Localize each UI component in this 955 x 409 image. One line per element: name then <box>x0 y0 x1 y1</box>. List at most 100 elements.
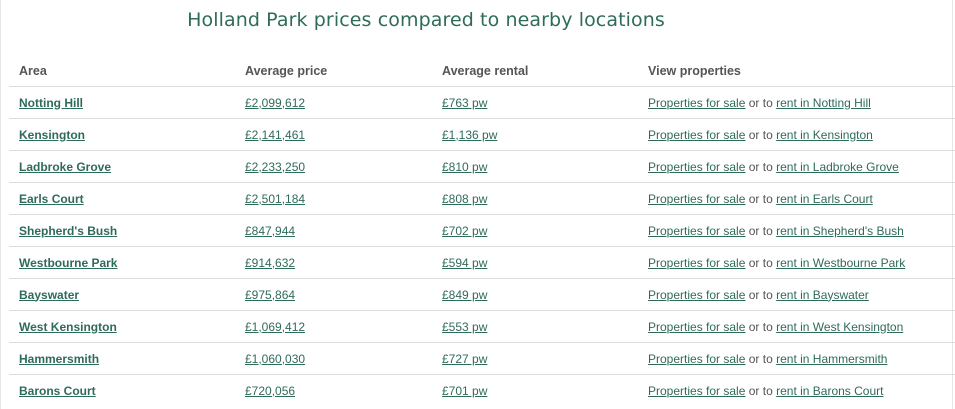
rent-in-area-link[interactable]: rent in Kensington <box>776 127 873 142</box>
rental-cell: £594 pw <box>432 246 638 279</box>
average-price-link[interactable]: £1,069,412 <box>245 319 306 334</box>
rental-cell: £763 pw <box>432 86 638 119</box>
average-price-link[interactable]: £720,056 <box>245 383 296 398</box>
rental-cell: £849 pw <box>432 278 638 311</box>
area-link[interactable]: West Kensington <box>19 319 117 334</box>
header-average-rental: Average rental <box>432 56 638 87</box>
table-row: Notting Hill £2,099,612 £763 pw Properties … <box>9 86 955 119</box>
header-view-properties: View properties <box>638 56 955 87</box>
view-properties-cell: Properties for sale or to rent in Ladbro… <box>638 150 955 183</box>
area-cell: Hammersmith <box>9 342 235 375</box>
view-properties-cell: Properties for sale or to rent in Nottin… <box>638 86 955 119</box>
area-link[interactable]: Shepherd's Bush <box>19 223 118 238</box>
table-row: Hammersmith £1,060,030 £727 pw Properties f… <box>9 342 955 375</box>
properties-for-sale-link[interactable]: Properties for sale <box>648 191 746 206</box>
average-rental-link[interactable]: £594 pw <box>442 255 488 270</box>
table-row: Westbourne Park £914,632 £594 pw Properties… <box>9 246 955 279</box>
rental-cell: £810 pw <box>432 150 638 183</box>
average-price-link[interactable]: £914,632 <box>245 255 296 270</box>
average-rental-link[interactable]: £810 pw <box>442 159 488 174</box>
price-cell: £2,141,461 <box>235 118 432 151</box>
table-row: West Kensington £1,069,412 £553 pw Properti… <box>9 310 955 343</box>
area-cell: Ladbroke Grove <box>9 150 235 183</box>
properties-for-sale-link[interactable]: Properties for sale <box>648 287 746 302</box>
table-row: Shepherd's Bush £847,944 £702 pw Properties… <box>9 214 955 247</box>
table-row: Kensington £2,141,461 £1,136 pw Properties … <box>9 118 955 151</box>
connector-text: or to <box>748 319 773 334</box>
rent-in-area-link[interactable]: rent in Bayswater <box>776 287 869 302</box>
area-link[interactable]: Notting Hill <box>19 95 83 110</box>
rent-in-area-link[interactable]: rent in Notting Hill <box>776 95 871 110</box>
area-link[interactable]: Ladbroke Grove <box>19 159 112 174</box>
view-properties-cell: Properties for sale or to rent in Barons… <box>638 375 955 407</box>
table-row: Ladbroke Grove £2,233,250 £810 pw Propertie… <box>9 150 955 183</box>
price-cell: £914,632 <box>235 246 432 279</box>
rental-cell: £1,136 pw <box>432 118 638 151</box>
price-cell: £2,501,184 <box>235 182 432 215</box>
properties-for-sale-link[interactable]: Properties for sale <box>648 159 746 174</box>
rent-in-area-link[interactable]: rent in Barons Court <box>776 383 884 398</box>
average-price-link[interactable]: £2,501,184 <box>245 191 306 206</box>
average-rental-link[interactable]: £701 pw <box>442 383 488 398</box>
area-link[interactable]: Earls Court <box>19 191 84 206</box>
price-cell: £2,099,612 <box>235 86 432 119</box>
area-cell: Kensington <box>9 118 235 151</box>
connector-text: or to <box>748 159 773 174</box>
rent-in-area-link[interactable]: rent in Shepherd's Bush <box>776 223 904 238</box>
rental-cell: £727 pw <box>432 342 638 375</box>
table-row: Barons Court £720,056 £701 pw Properties fo… <box>9 375 955 407</box>
view-properties-cell: Properties for sale or to rent in West K… <box>638 310 955 343</box>
rental-cell: £702 pw <box>432 214 638 247</box>
area-link[interactable]: Kensington <box>19 127 85 142</box>
area-link[interactable]: Bayswater <box>19 287 80 302</box>
area-link[interactable]: Barons Court <box>19 383 96 398</box>
average-price-link[interactable]: £975,864 <box>245 287 296 302</box>
average-price-link[interactable]: £2,233,250 <box>245 159 306 174</box>
price-cell: £1,069,412 <box>235 310 432 343</box>
view-properties-cell: Properties for sale or to rent in Kensin… <box>638 118 955 151</box>
average-rental-link[interactable]: £553 pw <box>442 319 488 334</box>
rent-in-area-link[interactable]: rent in West Kensington <box>776 319 904 334</box>
price-cell: £1,060,030 <box>235 342 432 375</box>
average-price-link[interactable]: £2,141,461 <box>245 127 306 142</box>
average-rental-link[interactable]: £702 pw <box>442 223 488 238</box>
average-rental-link[interactable]: £808 pw <box>442 191 488 206</box>
properties-for-sale-link[interactable]: Properties for sale <box>648 223 746 238</box>
average-price-link[interactable]: £847,944 <box>245 223 296 238</box>
properties-for-sale-link[interactable]: Properties for sale <box>648 351 746 366</box>
average-rental-link[interactable]: £727 pw <box>442 351 488 366</box>
header-average-price: Average price <box>235 56 432 87</box>
area-cell: Shepherd's Bush <box>9 214 235 247</box>
price-cell: £720,056 <box>235 375 432 407</box>
average-price-link[interactable]: £1,060,030 <box>245 351 306 366</box>
rent-in-area-link[interactable]: rent in Ladbroke Grove <box>776 159 899 174</box>
average-rental-link[interactable]: £849 pw <box>442 287 488 302</box>
properties-for-sale-link[interactable]: Properties for sale <box>648 255 746 270</box>
connector-text: or to <box>748 255 773 270</box>
connector-text: or to <box>748 95 773 110</box>
connector-text: or to <box>748 191 773 206</box>
connector-text: or to <box>748 127 773 142</box>
table-row: Earls Court £2,501,184 £808 pw Properties f… <box>9 182 955 215</box>
average-price-link[interactable]: £2,099,612 <box>245 95 306 110</box>
connector-text: or to <box>748 223 773 238</box>
average-rental-link[interactable]: £763 pw <box>442 95 488 110</box>
properties-for-sale-link[interactable]: Properties for sale <box>648 127 746 142</box>
area-cell: Westbourne Park <box>9 246 235 279</box>
properties-for-sale-link[interactable]: Properties for sale <box>648 319 746 334</box>
area-cell: Earls Court <box>9 182 235 215</box>
table-body: Notting Hill £2,099,612 £763 pw Properties … <box>9 86 955 407</box>
area-link[interactable]: Westbourne Park <box>19 255 118 270</box>
properties-for-sale-link[interactable]: Properties for sale <box>648 383 746 398</box>
page-title: Holland Park prices compared to nearby l… <box>187 9 665 31</box>
area-link[interactable]: Hammersmith <box>19 351 100 366</box>
rent-in-area-link[interactable]: rent in Hammersmith <box>776 351 888 366</box>
view-properties-cell: Properties for sale or to rent in Earls … <box>638 182 955 215</box>
average-rental-link[interactable]: £1,136 pw <box>442 127 498 142</box>
rent-in-area-link[interactable]: rent in Earls Court <box>776 191 873 206</box>
rent-in-area-link[interactable]: rent in Westbourne Park <box>776 255 906 270</box>
header-area: Area <box>9 56 235 87</box>
table-row: Bayswater £975,864 £849 pw Properties for s… <box>9 278 955 311</box>
properties-for-sale-link[interactable]: Properties for sale <box>648 95 746 110</box>
